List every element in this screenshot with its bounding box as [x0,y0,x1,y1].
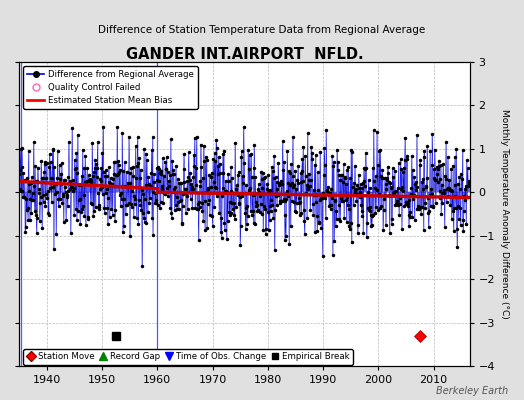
Legend: Station Move, Record Gap, Time of Obs. Change, Empirical Break: Station Move, Record Gap, Time of Obs. C… [24,349,353,365]
Text: Berkeley Earth: Berkeley Earth [436,386,508,396]
Title: GANDER INT.AIRPORT  NFLD.: GANDER INT.AIRPORT NFLD. [126,47,363,62]
Y-axis label: Monthly Temperature Anomaly Difference (°C): Monthly Temperature Anomaly Difference (… [500,109,509,319]
Text: Difference of Station Temperature Data from Regional Average: Difference of Station Temperature Data f… [99,25,425,35]
